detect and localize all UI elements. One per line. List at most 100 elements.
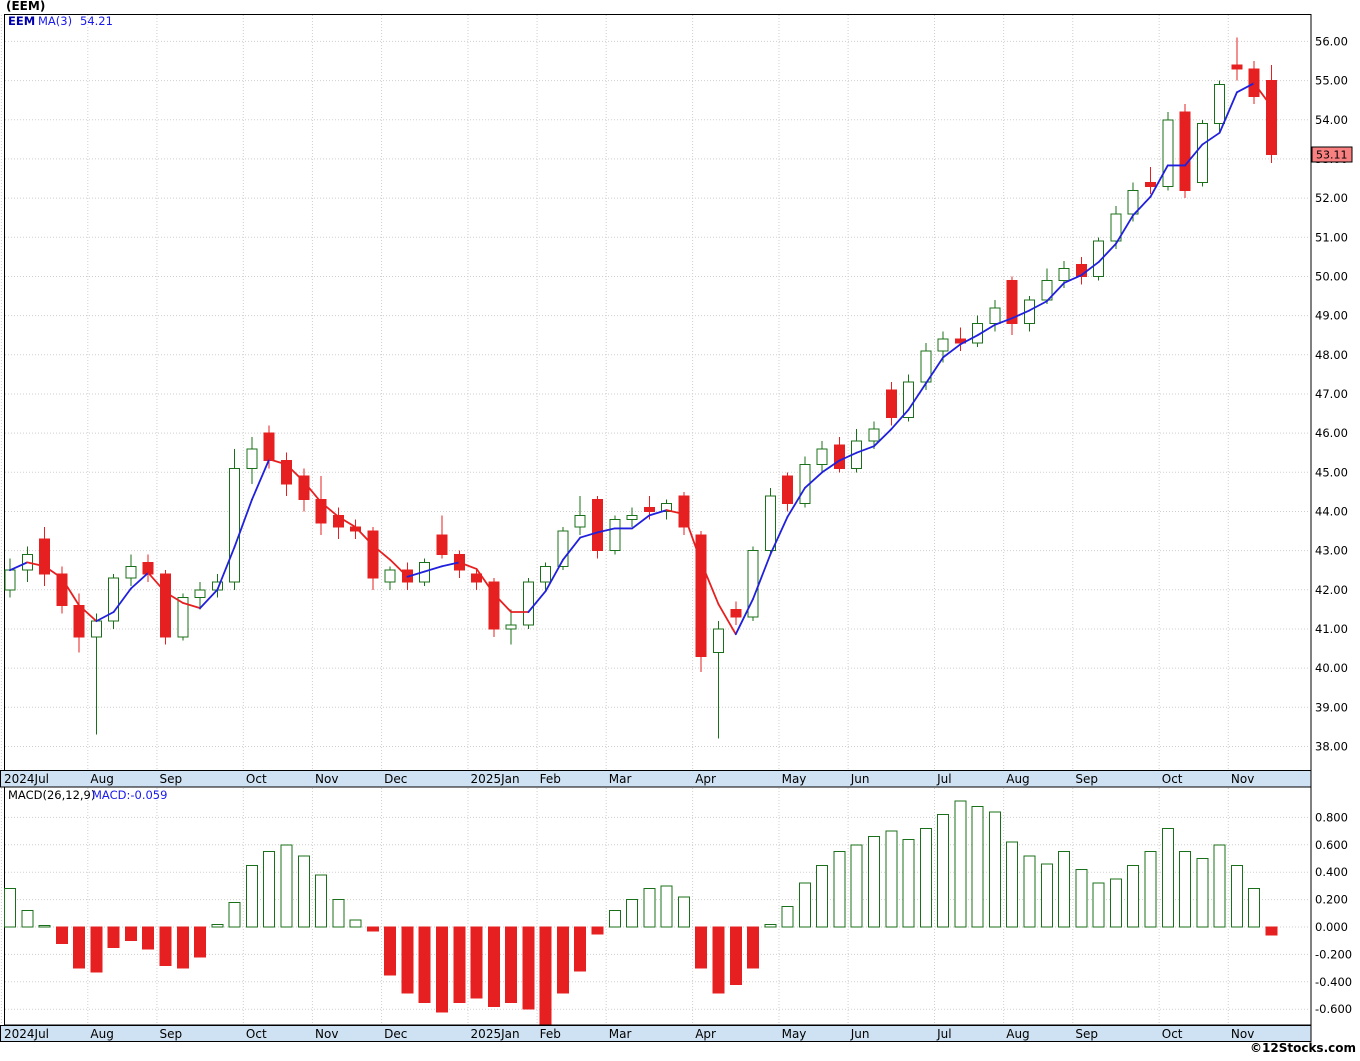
last-price-tag: 53.11 <box>1311 146 1353 163</box>
macd-axis-label: -0.600 <box>1315 1002 1352 1016</box>
price-axis-label: 38.00 <box>1315 739 1348 753</box>
candle-up <box>574 514 586 528</box>
macd-bar-negative <box>539 926 552 1025</box>
macd-bar-negative <box>418 926 431 1003</box>
candle-down <box>332 514 344 528</box>
axis-labels: 56.0055.0054.0053.0052.0051.0050.0049.00… <box>4 34 1352 1041</box>
candle-up <box>1162 119 1174 187</box>
macd-bar-positive <box>954 800 967 928</box>
month-label: Sep <box>160 1027 183 1041</box>
macd-axis-label: -0.200 <box>1315 947 1352 961</box>
ma-line-segment <box>1063 274 1083 284</box>
ma-line-segment <box>458 561 478 570</box>
ma-line-segment <box>78 604 98 623</box>
macd-bar-positive <box>1058 851 1071 928</box>
macd-bar-negative <box>107 926 120 949</box>
macd-bar-negative <box>176 926 189 969</box>
month-label: Sep <box>160 772 183 786</box>
month-label: Apr <box>695 772 716 786</box>
candle-up <box>989 307 1001 324</box>
macd-bar-positive <box>1213 844 1226 928</box>
macd-bar-positive <box>626 899 639 928</box>
month-label: Mar <box>609 1027 632 1041</box>
candle-down <box>885 389 897 418</box>
macd-bar-negative <box>505 926 518 1003</box>
ma-line-segment <box>268 458 288 466</box>
macd-bar-negative <box>747 926 760 969</box>
month-label: Dec <box>384 1027 407 1041</box>
macd-indicator-label: MACD(26,12,9) <box>8 788 95 802</box>
candle-down <box>643 507 655 512</box>
month-label: Jun <box>850 772 870 786</box>
candle-up <box>540 565 552 583</box>
ma-line-segment <box>700 561 720 606</box>
macd-bar-positive <box>608 910 621 928</box>
moving-average-line <box>9 82 1273 636</box>
ma-line-segment <box>924 356 945 385</box>
legend-ma-value: 54.21 <box>80 14 113 28</box>
ma-line-segment <box>786 487 806 518</box>
candle-down <box>436 534 448 556</box>
last-price-tag-value: 53.11 <box>1316 149 1348 162</box>
candle-down <box>73 604 85 638</box>
ma-line-segment <box>406 570 426 578</box>
ma-line-segment <box>942 343 962 359</box>
candle-down <box>1144 181 1156 187</box>
price-axis-label: 55.00 <box>1315 74 1348 88</box>
candle-down <box>471 573 483 583</box>
macd-bar-negative <box>729 926 742 986</box>
candle-down <box>833 444 845 469</box>
macd-bar-negative <box>142 926 155 950</box>
macd-bar-negative <box>1265 926 1278 936</box>
macd-axis-label: 0.400 <box>1315 865 1348 879</box>
macd-bar-positive <box>798 882 811 928</box>
price-axis-label: 52.00 <box>1315 191 1348 205</box>
candle-up <box>1093 240 1105 277</box>
candle-down <box>298 475 310 501</box>
legend-ma-label: MA(3) <box>38 14 72 28</box>
candle-down <box>1265 80 1277 156</box>
candle-down <box>1179 111 1191 191</box>
candle-up <box>1058 268 1070 281</box>
price-axis-label: 39.00 <box>1315 700 1348 714</box>
macd-bar-positive <box>1109 878 1122 928</box>
ma-line-segment <box>994 317 1014 326</box>
ma-line-segment <box>855 445 875 454</box>
ma-line-segment <box>130 571 150 590</box>
candle-up <box>937 338 949 352</box>
macd-bar-positive <box>919 827 932 928</box>
price-axis-label: 45.00 <box>1315 465 1348 479</box>
macd-bar-negative <box>401 926 414 994</box>
candle-down <box>1006 279 1018 324</box>
month-label: 2024Jul <box>4 1027 49 1041</box>
ma-line-segment <box>389 558 409 578</box>
macd-bar-positive <box>297 855 310 928</box>
price-axis-label: 41.00 <box>1315 622 1348 636</box>
macd-axis-label: 0.000 <box>1315 920 1348 934</box>
macd-bar-positive <box>1230 864 1243 928</box>
price-axis-label: 44.00 <box>1315 504 1348 518</box>
ma-line-segment <box>251 458 271 501</box>
month-label: Sep <box>1075 1027 1098 1041</box>
macd-bar-positive <box>1144 851 1157 928</box>
ma-line-segment <box>43 565 63 579</box>
ma-line-segment <box>60 577 81 607</box>
candle-up <box>4 569 16 591</box>
ma-line-segment <box>1097 242 1117 263</box>
macd-bar-positive <box>21 910 34 928</box>
macd-bar-positive <box>660 885 673 928</box>
macd-bar-positive <box>643 888 656 928</box>
candle-up <box>712 628 724 653</box>
candle-up <box>764 495 776 552</box>
candle-up <box>522 581 534 626</box>
month-label: Aug <box>1006 1027 1029 1041</box>
price-axis-label: 46.00 <box>1315 426 1348 440</box>
ma-line-segment <box>1184 143 1204 167</box>
candle-down <box>1231 64 1243 70</box>
ma-line-segment <box>1045 282 1065 303</box>
macd-bar-positive <box>280 844 293 928</box>
ma-line-segment <box>441 561 461 568</box>
macd-bar-positive <box>211 923 224 928</box>
candle-up <box>125 565 137 579</box>
